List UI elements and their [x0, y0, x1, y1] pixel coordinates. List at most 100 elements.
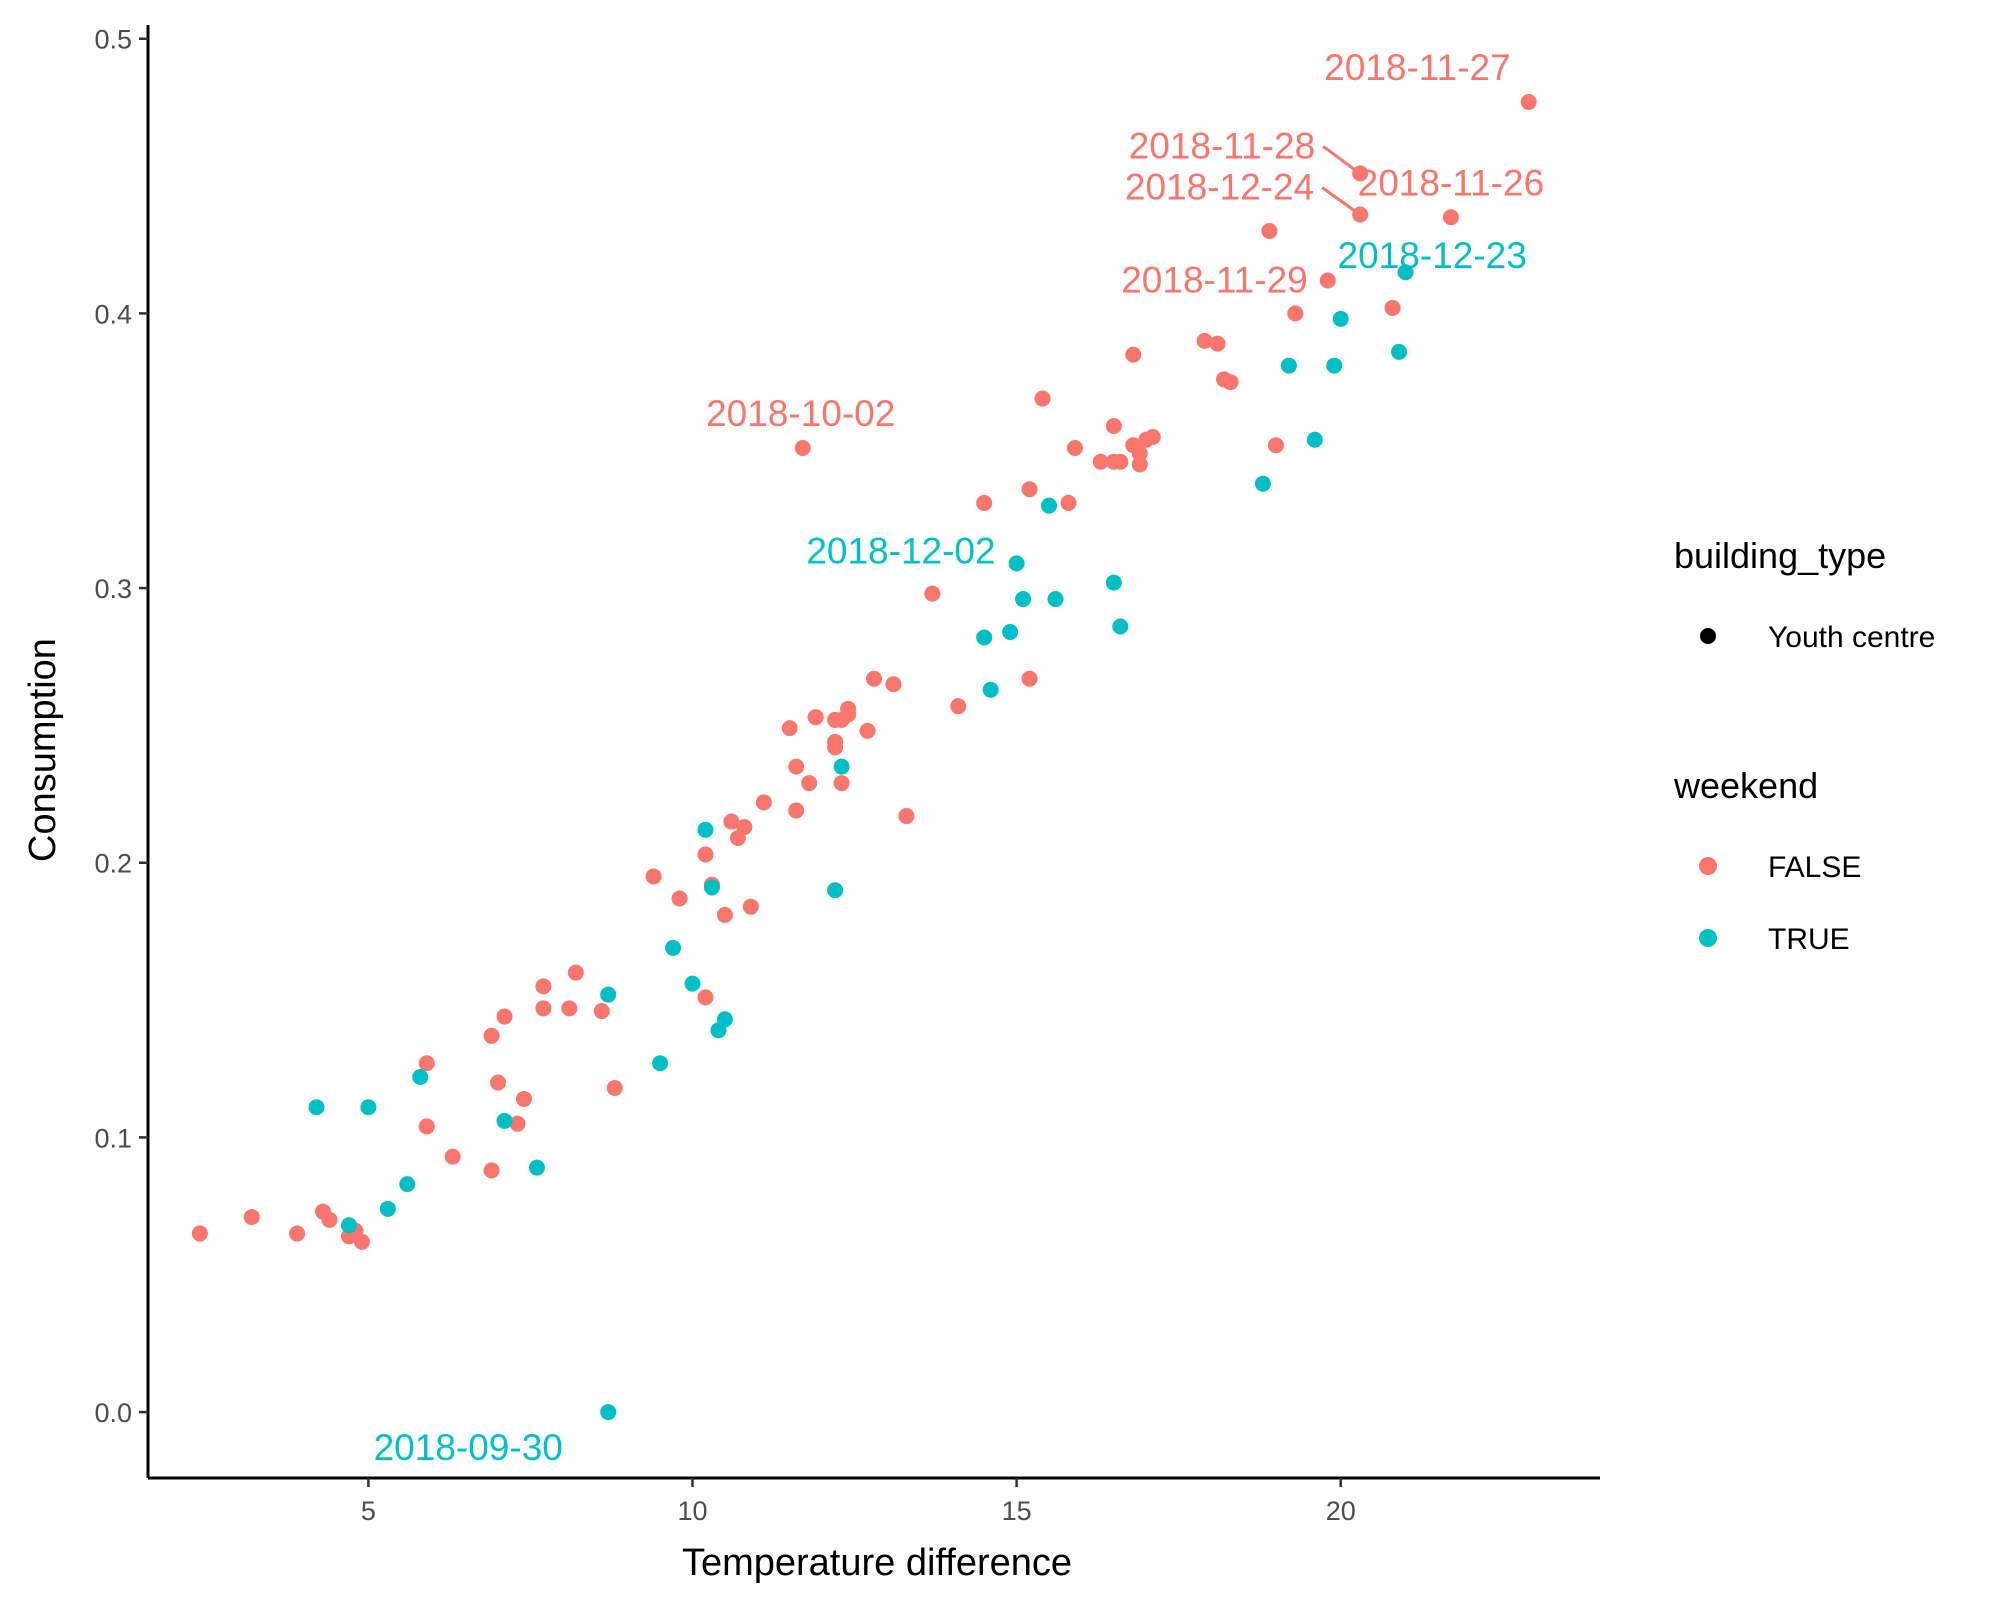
data-point-false	[1131, 445, 1148, 462]
data-point-false	[801, 775, 818, 792]
annotation-label: 2018-10-02	[706, 393, 895, 434]
data-point-false	[1105, 418, 1122, 435]
data-point-false	[1261, 223, 1278, 240]
data-point-true	[1008, 555, 1025, 572]
data-point-false	[1034, 390, 1051, 407]
data-point-false	[1196, 332, 1213, 349]
data-point-true	[1254, 475, 1271, 492]
data-point-false	[950, 698, 967, 715]
data-point-false	[1209, 335, 1226, 352]
data-point-true	[399, 1176, 416, 1193]
data-point-true	[827, 882, 844, 899]
annotation-leader-line	[1321, 186, 1356, 212]
data-point-true	[833, 758, 850, 775]
data-point-true	[1002, 624, 1019, 641]
annotation-label: 2018-12-24	[1125, 167, 1314, 208]
data-point-false	[289, 1225, 306, 1242]
data-point-false	[1287, 305, 1304, 322]
data-point-false	[490, 1074, 507, 1091]
data-point-false	[606, 1079, 623, 1096]
data-point-false	[483, 1162, 500, 1179]
annotation-label: 2018-12-02	[806, 530, 995, 571]
data-point-true	[1397, 264, 1414, 281]
data-point-false	[418, 1118, 435, 1135]
data-point-true	[716, 1011, 733, 1028]
data-point-true	[360, 1099, 377, 1116]
x-tick-label: 5	[361, 1496, 376, 1526]
data-point-false	[898, 808, 915, 825]
annotation-label: 2018-11-29	[1121, 259, 1308, 300]
data-point-false	[509, 1115, 526, 1132]
data-point-false	[1384, 299, 1401, 316]
legend-label-youth-centre: Youth centre	[1768, 621, 1935, 654]
data-point-true	[1306, 431, 1323, 448]
data-point-true	[600, 986, 617, 1003]
data-point-true	[1326, 357, 1343, 374]
data-point-false	[885, 676, 902, 693]
data-point-false	[1267, 437, 1284, 454]
y-tick-label: 0.3	[94, 574, 132, 604]
data-point-true	[412, 1068, 429, 1085]
data-point-true	[379, 1200, 396, 1217]
x-tick-label: 20	[1326, 1496, 1356, 1526]
data-point-false	[697, 989, 714, 1006]
data-point-false	[1144, 429, 1161, 446]
data-point-true	[976, 629, 993, 646]
data-point-false	[833, 775, 850, 792]
data-point-true	[1041, 497, 1058, 514]
data-point-true	[1105, 574, 1122, 591]
data-point-false	[1352, 206, 1369, 223]
legend-label-false: FALSE	[1768, 851, 1861, 884]
data-point-false	[1021, 481, 1038, 498]
data-point-false	[483, 1027, 500, 1044]
data-point-true	[1280, 357, 1297, 374]
data-point-true	[982, 681, 999, 698]
ticks: 5 10 15 20 0.0 0.1 0.2 0.3 0.4 0.5	[94, 25, 1355, 1526]
data-point-false	[1112, 453, 1129, 470]
data-point-true	[697, 821, 714, 838]
legend-title-building-type: building_type	[1674, 535, 1886, 576]
y-tick-label: 0.2	[94, 849, 132, 879]
data-point-false	[716, 906, 733, 923]
data-point-false	[593, 1003, 610, 1020]
y-tick-label: 0.5	[94, 25, 132, 55]
data-point-false	[671, 890, 688, 907]
data-point-false	[243, 1209, 260, 1226]
legend-title-weekend: weekend	[1673, 765, 1818, 806]
data-point-false	[1442, 209, 1459, 226]
data-point-false	[742, 898, 759, 915]
data-point-false	[1066, 439, 1083, 456]
data-point-false	[788, 802, 805, 819]
data-point-true	[1391, 343, 1408, 360]
data-point-true	[308, 1099, 325, 1116]
data-point-false	[561, 1000, 578, 1017]
data-point-true	[1332, 310, 1349, 327]
data-point-false	[840, 700, 857, 717]
data-point-false	[794, 439, 811, 456]
data-point-false	[353, 1233, 370, 1250]
data-point-false	[535, 1000, 552, 1017]
x-axis-title: Temperature difference	[682, 1542, 1072, 1584]
data-point-false	[645, 868, 662, 885]
data-point-false	[827, 739, 844, 756]
data-point-false	[1131, 456, 1148, 473]
data-point-false	[191, 1225, 208, 1242]
data-point-true	[665, 939, 682, 956]
x-tick-label: 15	[1002, 1496, 1032, 1526]
data-point-false	[697, 846, 714, 863]
annotation-label: 2018-09-30	[374, 1427, 563, 1468]
data-point-true	[1112, 618, 1129, 635]
data-point-false	[755, 794, 772, 811]
legend-marker-true	[1699, 929, 1717, 947]
data-point-true	[652, 1055, 669, 1072]
data-point-false	[859, 722, 876, 739]
annotation-label: 2018-11-27	[1324, 47, 1511, 88]
data-point-false	[496, 1008, 513, 1025]
data-point-false	[1319, 272, 1336, 289]
data-point-false	[418, 1055, 435, 1072]
data-point-false	[976, 494, 993, 511]
data-point-true	[528, 1159, 545, 1176]
